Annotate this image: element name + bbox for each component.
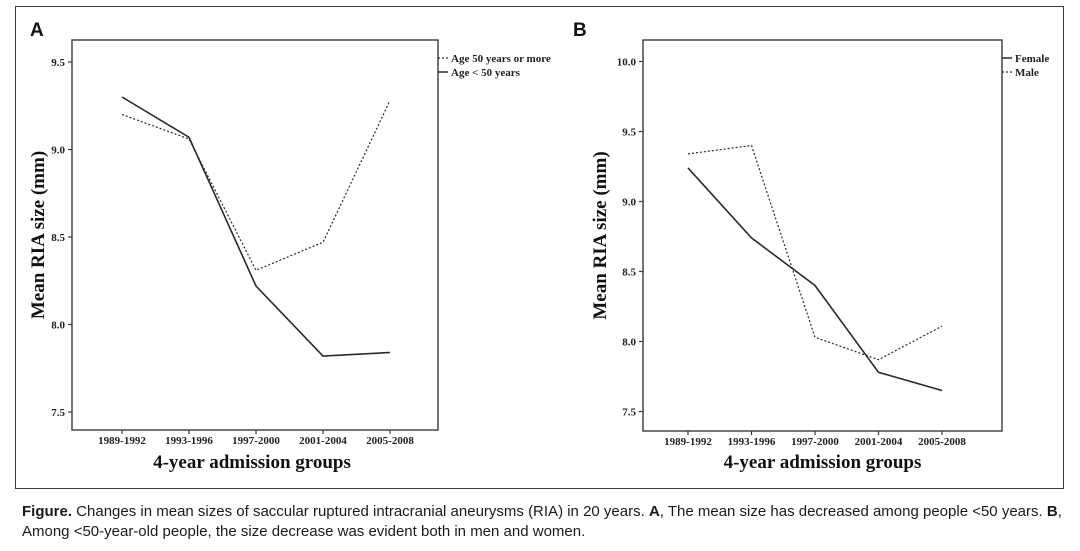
caption-text-2: , The mean size has decreased among peop… bbox=[659, 503, 1047, 520]
x-tick-label: 2005-2008 bbox=[918, 436, 966, 448]
series-line-female bbox=[687, 167, 943, 392]
x-tick-label: 2001-2004 bbox=[299, 435, 347, 447]
series-line-age-50-years bbox=[121, 96, 391, 357]
plot-area bbox=[71, 39, 439, 431]
x-tick-label: 1997-2000 bbox=[232, 435, 280, 447]
x-tick-label: 1989-1992 bbox=[664, 436, 712, 448]
y-axis-label: Mean RIA size (mm) bbox=[590, 151, 611, 319]
caption-lead: Figure. bbox=[22, 503, 73, 520]
y-tick-label: 9.0 bbox=[51, 145, 65, 157]
caption-label-a: A bbox=[648, 503, 660, 520]
x-tick-label: 1997-2000 bbox=[791, 436, 839, 448]
caption-text-3: , Among <50-year-old people, the size de… bbox=[22, 503, 1062, 540]
x-tick-label: 1993-1996 bbox=[165, 435, 213, 447]
series-line-male bbox=[687, 144, 943, 361]
legend-label: Male bbox=[1015, 67, 1039, 79]
x-axis-label: 4-year admission groups bbox=[724, 452, 922, 473]
panel-label: A bbox=[30, 20, 44, 41]
y-axis-label: Mean RIA size (mm) bbox=[28, 151, 49, 319]
plot-area bbox=[642, 39, 1003, 432]
panel-b: B 7.5 8.0 8.5 9.0 9.5 10.0 1989-1992 1993-1996 19… bbox=[573, 20, 1049, 473]
y-tick-label: 7.5 bbox=[622, 407, 636, 419]
figure-caption: Figure. Changes in mean sizes of saccula… bbox=[22, 502, 1062, 542]
y-tick-label: 8.0 bbox=[51, 320, 65, 332]
x-tick-label: 2005-2008 bbox=[366, 435, 414, 447]
legend-label: Age < 50 years bbox=[451, 67, 521, 79]
legend-label: Female bbox=[1015, 53, 1049, 65]
figure-frame bbox=[15, 6, 1064, 489]
x-tick-label: 1989-1992 bbox=[98, 435, 146, 447]
x-tick-label: 1993-1996 bbox=[728, 436, 776, 448]
y-tick-label: 7.5 bbox=[51, 407, 65, 419]
caption-text-1: Changes in mean sizes of saccular ruptur… bbox=[72, 503, 649, 520]
y-tick-label: 8.0 bbox=[622, 337, 636, 349]
series-line-age-50-years-or-more bbox=[121, 100, 391, 272]
x-axis-label: 4-year admission groups bbox=[153, 452, 351, 473]
y-tick-label: 9.0 bbox=[622, 197, 636, 209]
y-tick-label: 9.5 bbox=[51, 57, 65, 69]
panel-a: A 7.5 8.0 8.5 9.0 9.5 1989-1992 1993-1996 1997-2… bbox=[28, 20, 551, 473]
panel-label: B bbox=[573, 20, 587, 41]
y-tick-label: 8.5 bbox=[622, 267, 636, 279]
x-tick-label: 2001-2004 bbox=[855, 436, 903, 448]
y-tick-label: 9.5 bbox=[622, 127, 636, 139]
caption-label-b: B bbox=[1046, 503, 1058, 520]
y-tick-label: 8.5 bbox=[51, 232, 65, 244]
legend-label: Age 50 years or more bbox=[451, 53, 551, 65]
y-tick-label: 10.0 bbox=[617, 57, 637, 69]
